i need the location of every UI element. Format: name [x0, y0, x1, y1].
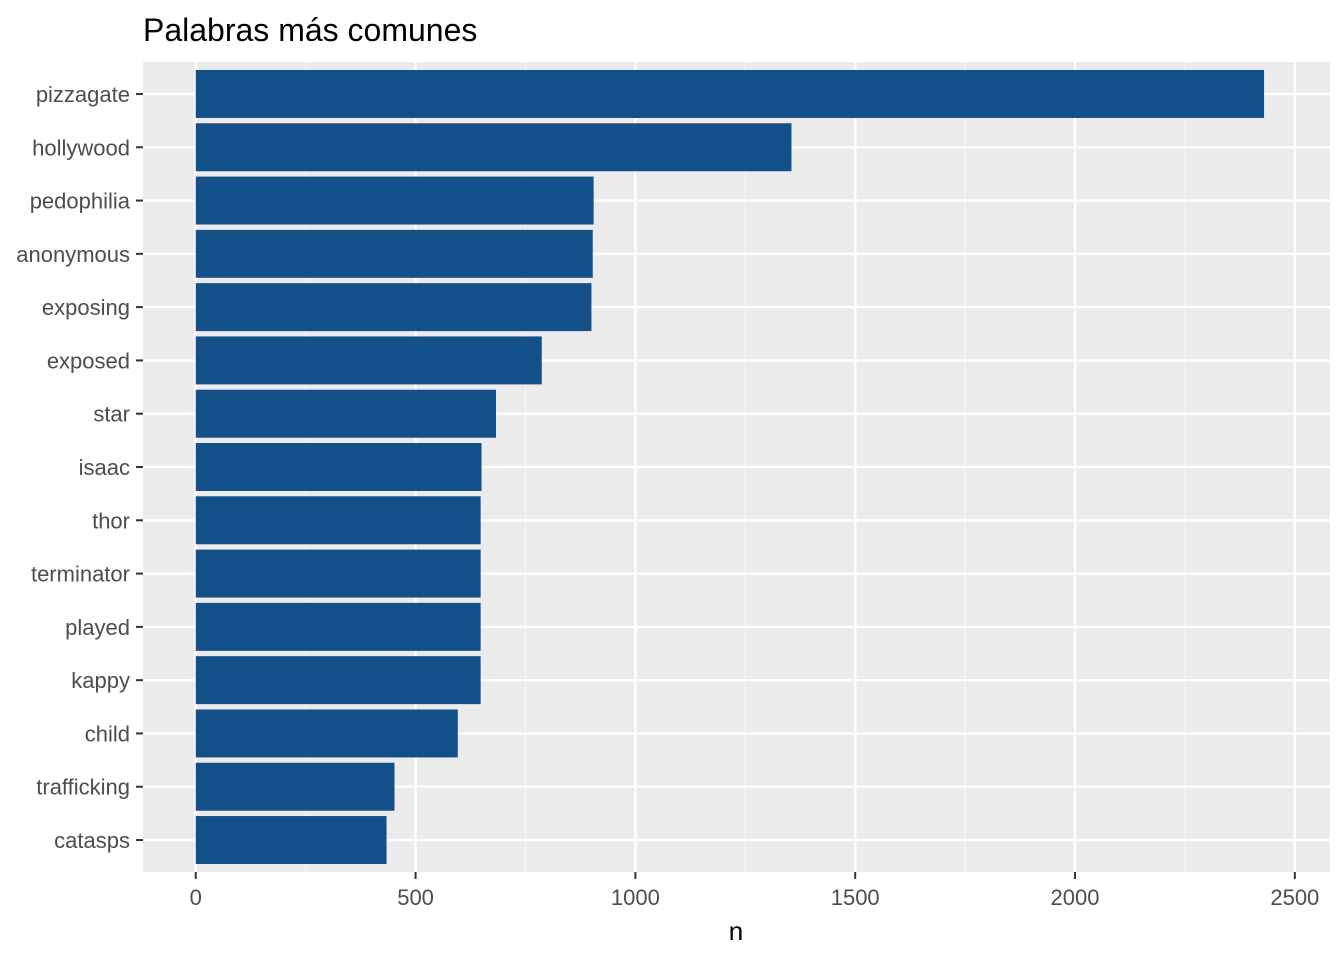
bar-catasps — [195, 816, 387, 865]
y-tick-label: child — [85, 721, 130, 746]
bar-exposing — [195, 283, 592, 332]
y-tick-label: trafficking — [36, 775, 130, 800]
y-tick-label: thor — [92, 508, 130, 533]
bar-terminator — [195, 549, 481, 598]
y-axis: pizzagate hollywood pedophilia anonymous exp… — [16, 82, 143, 853]
bar-isaac — [195, 443, 482, 491]
x-tick-label: 1000 — [611, 885, 660, 910]
x-tick-label: 2000 — [1051, 885, 1100, 910]
y-tick-label: pizzagate — [36, 82, 130, 107]
x-axis-title: n — [729, 916, 743, 946]
bar-exposed — [195, 336, 542, 385]
y-tick-label: isaac — [79, 455, 130, 480]
bar-thor — [195, 496, 481, 545]
y-tick-label: hollywood — [32, 135, 130, 160]
y-tick-label: pedophilia — [30, 189, 131, 214]
bar-star — [195, 389, 497, 438]
bar-trafficking — [195, 762, 395, 811]
x-tick-label: 1500 — [831, 885, 880, 910]
bar-hollywood — [195, 123, 792, 172]
bar-played — [195, 602, 481, 651]
bar-kappy — [195, 656, 481, 705]
grid-lines — [143, 62, 1330, 872]
x-tick-label: 2500 — [1270, 885, 1319, 910]
y-tick-label: anonymous — [16, 242, 130, 267]
y-tick-label: star — [93, 402, 130, 427]
bar-pizzagate — [195, 69, 1265, 118]
x-axis: 0 500 1000 1500 2000 2500 — [190, 872, 1319, 910]
bar-pedophilia — [195, 176, 594, 225]
bar-anonymous — [195, 229, 593, 278]
y-tick-label: terminator — [31, 562, 130, 587]
y-tick-label: played — [65, 615, 130, 640]
y-tick-label: exposing — [42, 295, 130, 320]
bars — [195, 69, 1265, 865]
x-tick-label: 0 — [190, 885, 202, 910]
y-tick-label: kappy — [71, 668, 130, 693]
y-tick-label: exposed — [47, 348, 130, 373]
y-tick-label: catasps — [54, 828, 130, 853]
bar-child — [195, 709, 458, 758]
x-tick-label: 500 — [397, 885, 434, 910]
chart-title: Palabras más comunes — [143, 12, 477, 48]
